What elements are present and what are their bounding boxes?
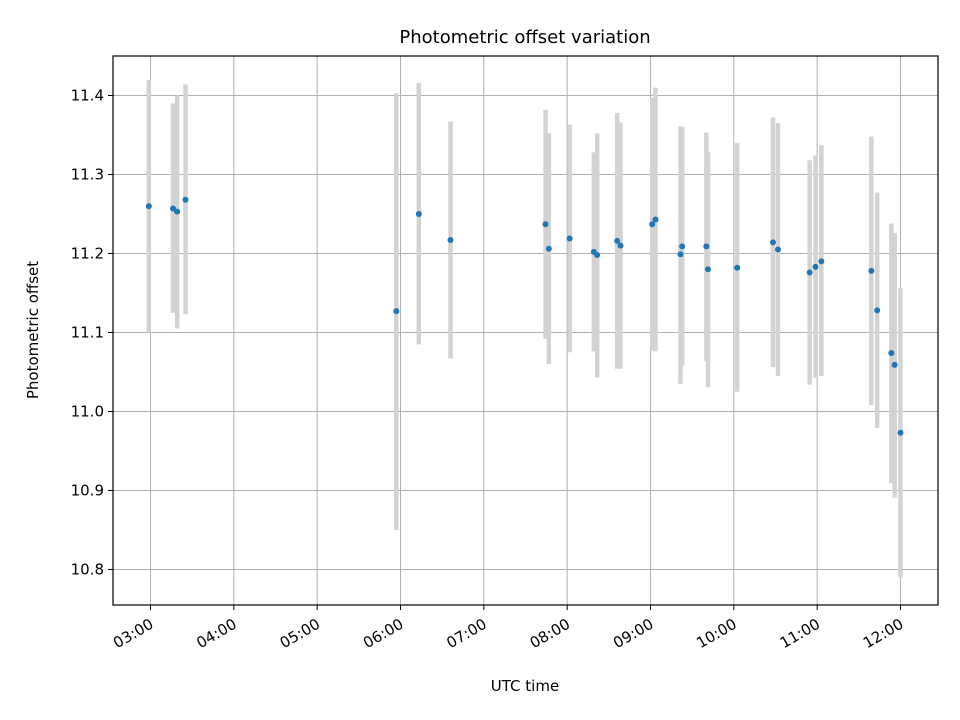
- data-point: [652, 216, 659, 223]
- data-point: [806, 269, 813, 276]
- x-tick-label: 04:00: [193, 615, 239, 652]
- data-point: [415, 210, 422, 217]
- x-tick-label: 10:00: [693, 615, 739, 652]
- data-point: [649, 221, 656, 228]
- data-point: [617, 242, 624, 249]
- data-point: [174, 208, 181, 215]
- x-tick-label: 07:00: [443, 615, 489, 652]
- data-point: [614, 237, 621, 244]
- y-tick-label: 11.1: [71, 323, 104, 341]
- data-point: [170, 205, 176, 212]
- y-axis-ticks: 10.8 10.9 11.0 11.1 11.2 11.3 11.4: [71, 86, 113, 578]
- data-point: [775, 246, 781, 253]
- plot-background: [113, 56, 938, 605]
- y-axis-title: Photometric offset: [24, 261, 42, 399]
- data-point: [818, 258, 825, 265]
- data-point: [594, 252, 601, 259]
- x-axis-ticks: 03:00 04:00 05:00 06:00 07:00 08:00 09:00 10:00…: [110, 605, 907, 652]
- data-point: [145, 203, 152, 210]
- data-point: [545, 245, 552, 252]
- y-tick-label: 11.3: [71, 165, 104, 183]
- x-tick-label: 05:00: [277, 615, 323, 652]
- data-point: [566, 235, 573, 242]
- data-points: [145, 196, 904, 436]
- x-axis-title: UTC time: [491, 677, 559, 695]
- y-tick-label: 11.0: [71, 402, 104, 420]
- data-point: [447, 237, 454, 244]
- y-tick-label: 11.4: [71, 86, 104, 104]
- data-point: [891, 361, 898, 368]
- data-point: [703, 243, 710, 250]
- data-point: [679, 243, 686, 250]
- x-tick-label: 03:00: [110, 615, 156, 652]
- x-tick-label: 08:00: [527, 615, 573, 652]
- data-point: [705, 266, 711, 273]
- data-point: [734, 264, 741, 271]
- plot-frame: [112, 55, 939, 606]
- y-tick-label: 10.9: [71, 481, 104, 499]
- data-point: [897, 429, 904, 436]
- y-tick-label: 11.2: [71, 244, 104, 262]
- x-tick-label: 06:00: [360, 615, 406, 652]
- x-tick-label: 12:00: [860, 615, 906, 652]
- data-point: [874, 307, 881, 314]
- data-point: [677, 251, 684, 258]
- y-tick-label: 10.8: [71, 560, 104, 578]
- data-point: [812, 263, 819, 270]
- data-point: [542, 221, 549, 228]
- x-tick-label: 11:00: [777, 615, 823, 652]
- chart-title: Photometric offset variation: [399, 27, 650, 48]
- x-tick-label: 09:00: [610, 615, 656, 652]
- data-point: [393, 308, 400, 315]
- data-point: [770, 239, 776, 246]
- data-point: [868, 267, 875, 274]
- data-point: [182, 196, 189, 203]
- data-point: [888, 350, 895, 357]
